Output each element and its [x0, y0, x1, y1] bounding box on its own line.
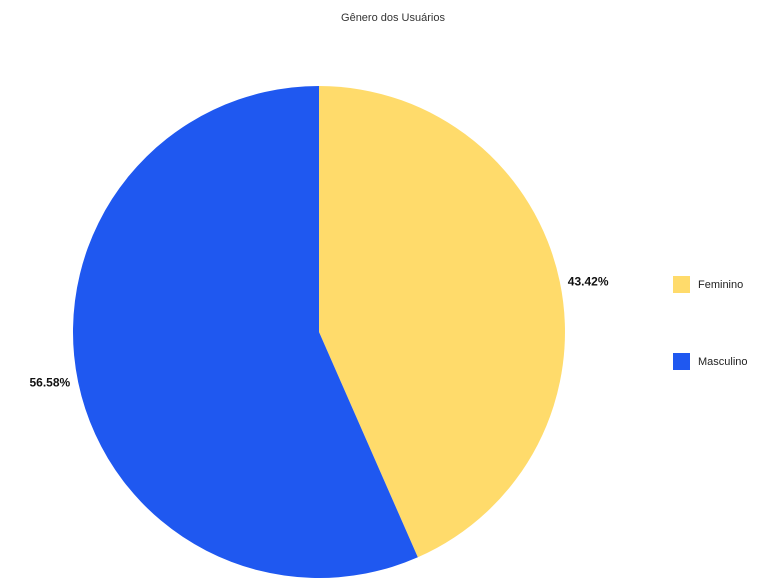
legend-swatch-feminino	[673, 276, 690, 293]
pie-slice-feminino	[319, 86, 565, 558]
chart-title: Gênero dos Usuários	[341, 12, 445, 24]
legend-swatch-masculino	[673, 353, 690, 370]
data-label-masculino: 56.58%	[29, 376, 70, 390]
data-label-feminino: 43.42%	[568, 275, 609, 289]
data-labels: 43.42% 56.58%	[29, 275, 608, 390]
legend-label-feminino: Feminino	[698, 279, 743, 291]
pie-slices	[73, 86, 565, 578]
legend-label-masculino: Masculino	[698, 356, 748, 368]
pie-slice-masculino	[73, 86, 418, 578]
legend: Feminino Masculino	[673, 276, 748, 370]
